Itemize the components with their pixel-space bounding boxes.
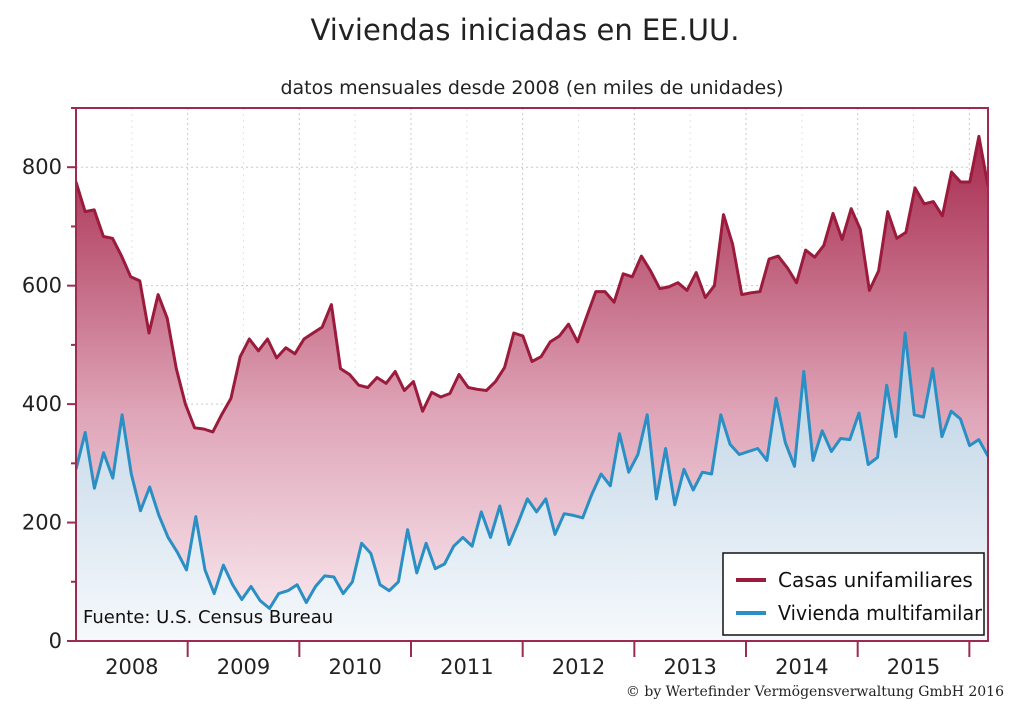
plot-frame	[75, 107, 989, 642]
copyright-note: © by Wertefinder Vermögensverwaltung Gmb…	[626, 684, 1004, 700]
multifamily-line	[76, 331, 988, 610]
x-tick-label-2009: 2009	[217, 655, 270, 679]
x-axis: 2008 2009 2010 2011 2012 2013 2014 2015	[105, 641, 971, 679]
y-axis: 0 200 400 600 800	[22, 107, 76, 653]
y-tick-label-0: 0	[49, 629, 62, 653]
chart-subtitle: datos mensuales desde 2008 (en miles de …	[280, 77, 783, 99]
legend-box	[722, 552, 985, 636]
legend-label-multifamily: Vivienda multifamilar	[778, 601, 983, 625]
y-tick-label-800: 800	[22, 155, 62, 179]
x-tick-label-2012: 2012	[552, 655, 605, 679]
y-tick-label-200: 200	[22, 511, 62, 535]
chart-title: Viviendas iniciadas en EE.UU.	[311, 13, 740, 47]
legend-label-single-family: Casas unifamiliares	[778, 568, 973, 592]
single-family-line	[76, 134, 988, 434]
legend: Casas unifamiliares Vivienda multifamila…	[722, 552, 985, 636]
x-tick-label-2011: 2011	[440, 655, 493, 679]
y-tick-label-600: 600	[22, 274, 62, 298]
x-tick-label-2015: 2015	[887, 655, 940, 679]
x-tick-label-2014: 2014	[775, 655, 828, 679]
x-tick-label-2010: 2010	[328, 655, 381, 679]
x-tick-label-2013: 2013	[663, 655, 716, 679]
source-note: Fuente: U.S. Census Bureau	[83, 607, 333, 628]
x-tick-label-2008: 2008	[105, 655, 158, 679]
y-tick-label-400: 400	[22, 392, 62, 416]
